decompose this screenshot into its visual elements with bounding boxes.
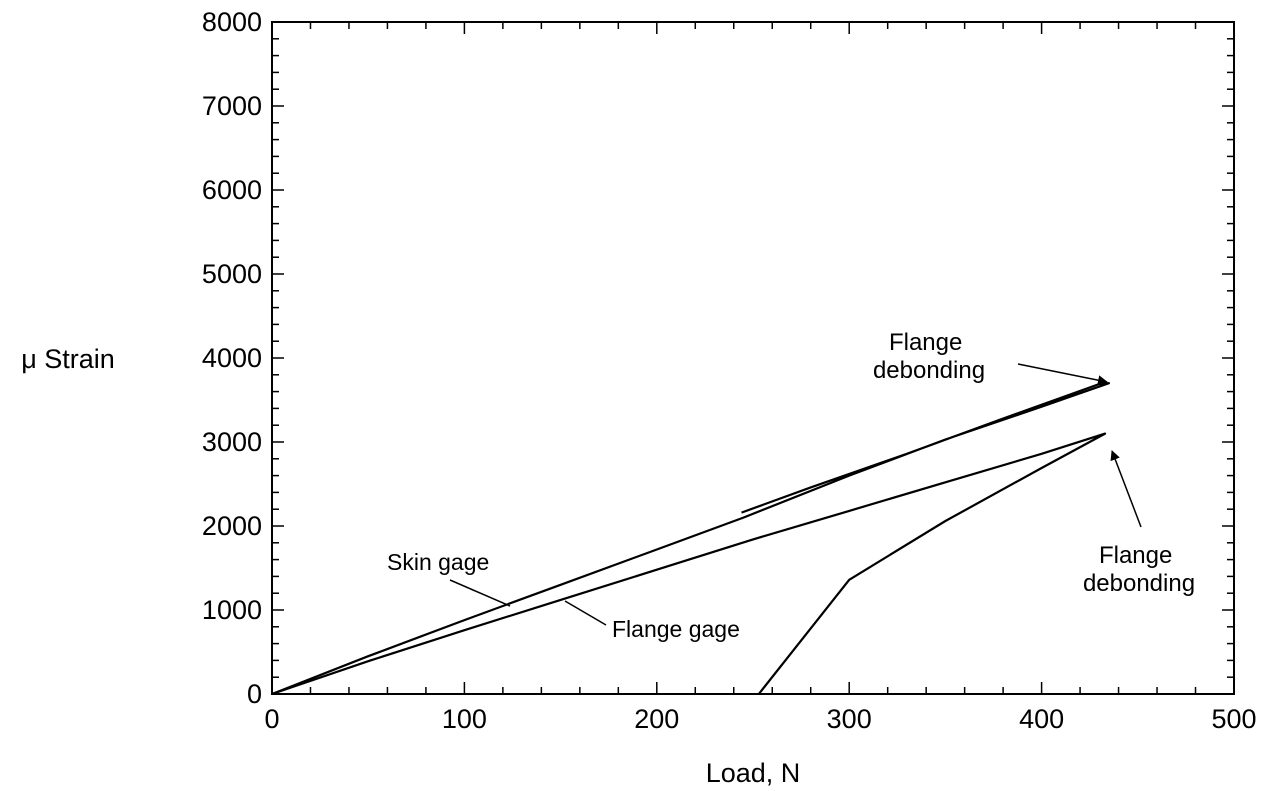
annotation-arrow-lower [1110, 450, 1142, 528]
series-line-flange-gage [271, 432, 1107, 696]
annotation-line: debonding [1083, 570, 1195, 597]
y-axis-label: μ Strain [21, 344, 115, 374]
y-tick-label: 2000 [202, 511, 262, 541]
y-tick-label: 3000 [202, 427, 262, 457]
y-tick-label: 0 [247, 679, 262, 709]
annotation-flange-debonding-lower: Flange debonding [1083, 542, 1195, 597]
annotation-line: debonding [873, 357, 985, 384]
y-tick-label: 5000 [202, 259, 262, 289]
x-tick-labels: 0 100 200 300 400 500 [264, 704, 1256, 734]
y-tick-label: 4000 [202, 343, 262, 373]
axis-ticks [271, 21, 1235, 695]
x-tick-label: 200 [634, 704, 679, 734]
x-tick-label: 300 [827, 704, 872, 734]
annotation-flange-gage-leader [564, 600, 607, 626]
annotation-line: Flange [1099, 542, 1172, 569]
x-axis-label: Load, N [706, 758, 801, 788]
y-tick-label: 6000 [202, 175, 262, 205]
annotation-flange-debonding-upper: Flange debonding [873, 329, 985, 384]
y-tick-label: 8000 [202, 7, 262, 37]
series-line-skin-gage [271, 382, 1111, 696]
annotation-line: Flange [889, 329, 962, 356]
x-tick-label: 400 [1019, 704, 1064, 734]
x-tick-label: 500 [1211, 704, 1256, 734]
y-tick-label: 1000 [202, 595, 262, 625]
annotation-arrow-upper [1017, 363, 1108, 386]
x-tick-label: 100 [442, 704, 487, 734]
x-tick-label: 0 [264, 704, 279, 734]
annotation-skin-gage: Skin gage [387, 549, 489, 575]
annotation-skin-gage-leader [449, 579, 511, 607]
series-lines [271, 382, 1111, 696]
y-tick-labels: 0 1000 2000 3000 4000 5000 6000 7000 8000 [202, 7, 262, 709]
y-tick-label: 7000 [202, 91, 262, 121]
annotation-flange-gage: Flange gage [612, 616, 740, 642]
